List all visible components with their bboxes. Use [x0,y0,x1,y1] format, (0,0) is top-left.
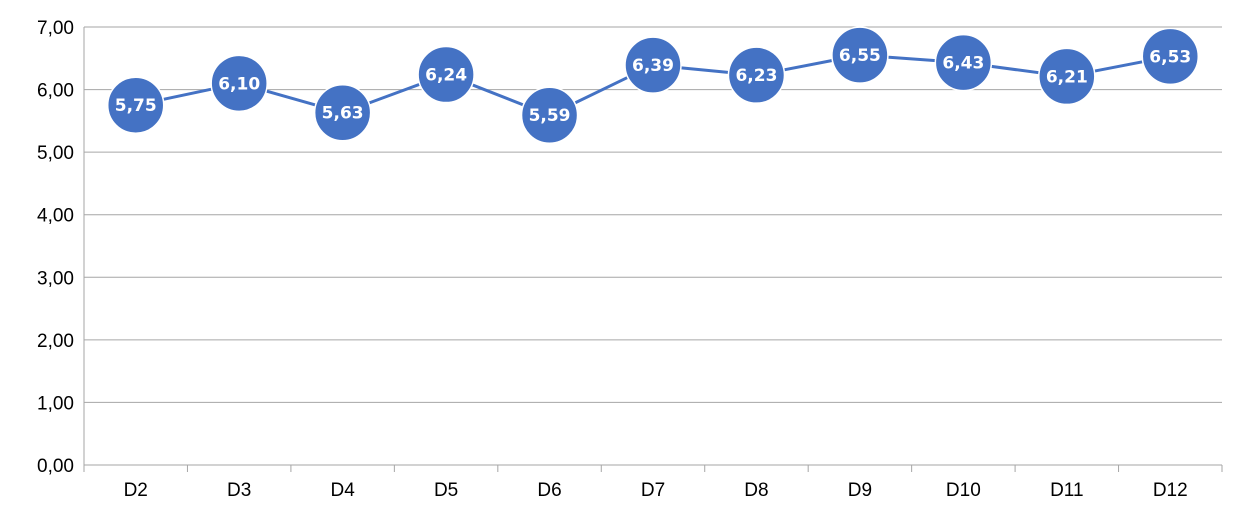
y-tick-label: 1,00 [37,393,74,414]
data-point-marker [831,26,889,84]
data-label: 5,59 [529,106,571,126]
x-tick-label: D5 [434,480,458,501]
x-tick-label: D11 [1050,480,1083,501]
data-point: 6,10 [210,54,268,113]
data-point: 6,39 [624,36,682,94]
y-tick-label: 0,00 [37,456,74,477]
data-label: 6,53 [1149,47,1191,67]
y-tick-labels: 0,00 1,00 2,00 3,00 4,00 5,00 6,00 7,00 [37,18,74,477]
y-tick-label: 4,00 [37,206,74,227]
data-point: 6,55 [831,26,889,84]
data-point: 5,59 [520,86,579,144]
data-point-marker [520,86,579,144]
y-tick-label: 7,00 [37,18,74,39]
y-tick-label: 2,00 [37,331,74,352]
x-tick-labels: D2 D3 D4 D5 D6 D7 D8 D9 D10 D11 D12 [124,480,1188,501]
x-tick-label: D2 [124,480,148,501]
axes [83,27,1223,472]
x-tick-label: D10 [946,480,981,501]
data-point: 6,53 [1141,27,1200,86]
data-label: 6,24 [425,66,467,86]
data-label: 6,21 [1046,67,1088,87]
data-point-marker [727,46,786,104]
data-label: 6,39 [632,56,674,76]
y-tick-label: 3,00 [37,268,74,289]
x-tick-label: D8 [744,480,768,501]
x-tick-label: D7 [641,480,665,501]
x-tick-label: D4 [330,480,355,501]
data-point: 6,43 [934,33,993,92]
x-tick-label: D3 [227,480,251,501]
data-point-marker [1038,47,1096,106]
data-point-marker [934,33,993,92]
data-point: 6,21 [1038,47,1096,106]
data-label: 6,23 [735,66,777,86]
y-tick-label: 6,00 [37,81,74,102]
series-markers: 5,75 6,10 5,63 6,24 5,59 6,39 6,23 6,55 6,43 6,21… [106,26,1200,144]
x-tick-label: D12 [1153,480,1188,501]
x-tick-label: D6 [537,480,561,501]
y-tick-label: 5,00 [37,143,74,164]
data-point-marker [313,83,372,142]
data-label: 6,55 [839,46,881,66]
data-label: 6,10 [218,74,260,94]
data-point: 5,63 [313,83,372,142]
data-point-marker [417,45,475,104]
data-label: 5,75 [115,96,157,116]
data-point-marker [106,76,165,134]
x-tick-label: D9 [848,480,872,501]
data-point-marker [624,36,682,94]
data-point-marker [1141,27,1200,86]
data-point: 6,23 [727,46,786,104]
data-label: 5,63 [322,104,364,124]
data-label: 6,43 [942,54,984,74]
data-point: 5,75 [106,76,165,134]
data-point-marker [210,54,268,113]
data-point: 6,24 [417,45,475,104]
